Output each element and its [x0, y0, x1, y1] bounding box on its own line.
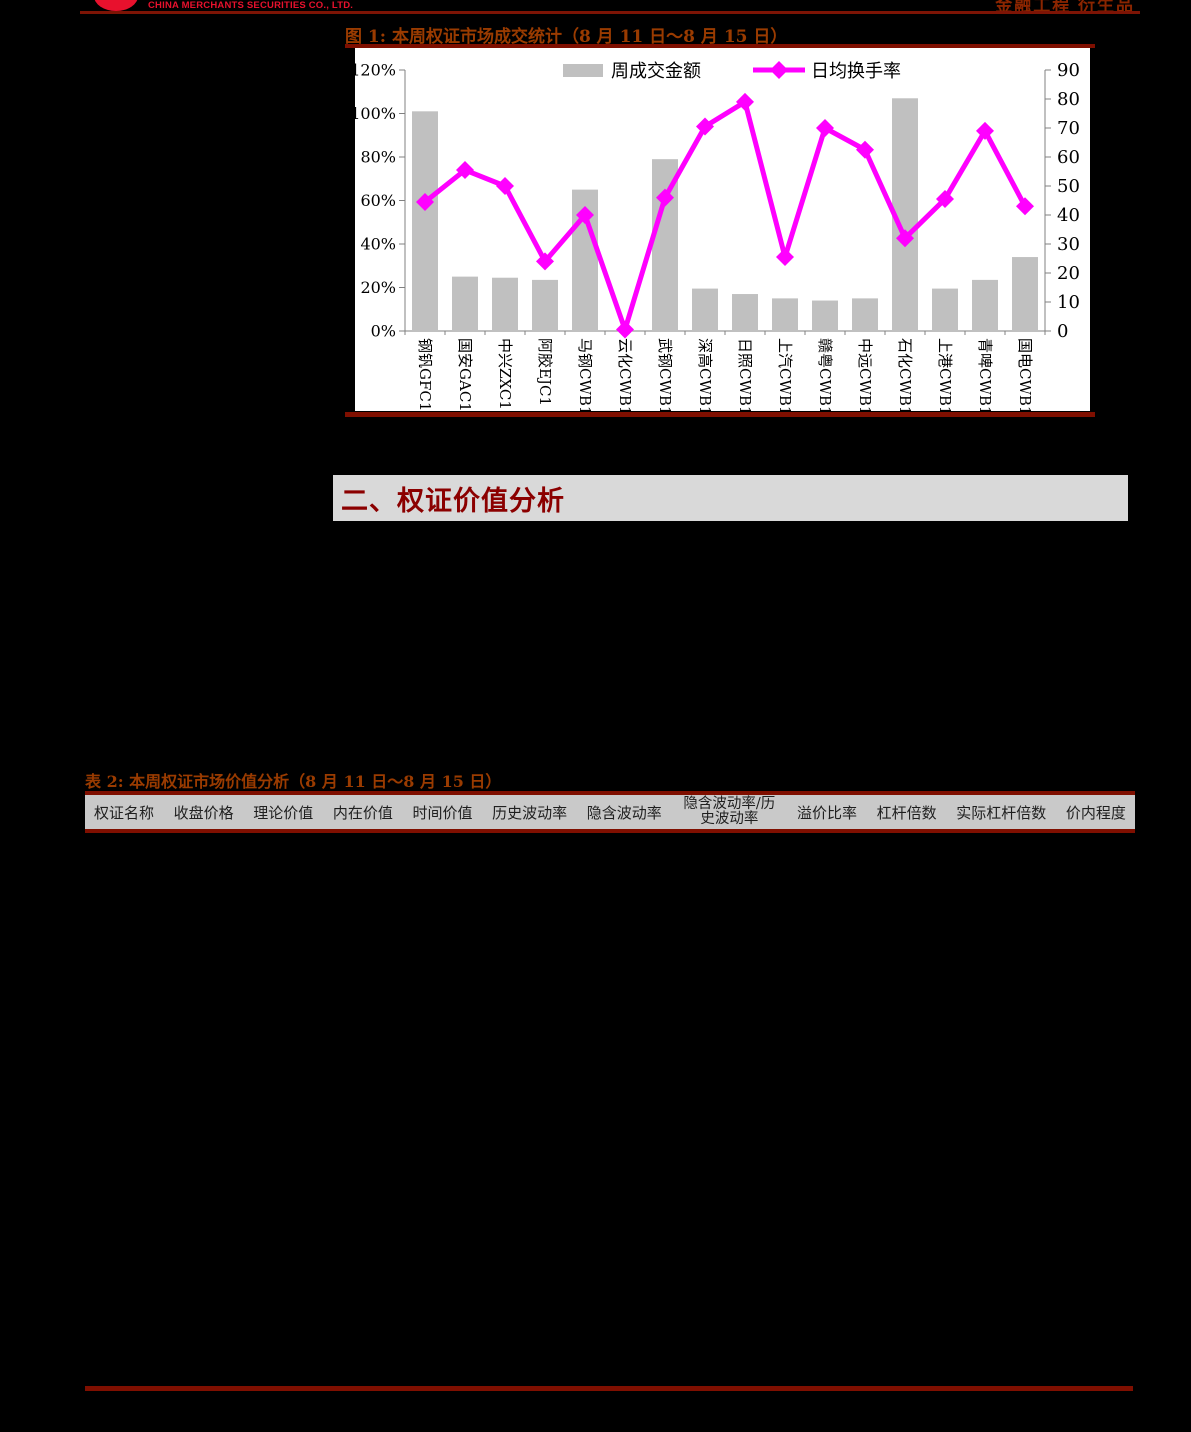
table2-column-header: 溢价比率	[796, 803, 857, 822]
left-axis-tick-label: 80%	[360, 148, 396, 167]
bar	[812, 300, 838, 331]
bar	[1012, 257, 1038, 331]
table2-header-row: 权证名称 收盘价格 理论价值 内在价值 时间价值 历史波动率 隐含波动率 隐含波动率/历史波动…	[85, 795, 1135, 829]
table2-column-header: 收盘价格	[173, 803, 234, 822]
bar	[652, 159, 678, 331]
table2-column-header: 价内程度	[1065, 803, 1126, 822]
bar	[692, 288, 718, 331]
x-axis-category-label: 阿胶EJC1	[536, 338, 554, 406]
table2-column-header: 隐含波动率/历史波动率	[683, 795, 776, 827]
x-axis-category-label: 中远CWB1	[856, 338, 874, 411]
bar	[772, 298, 798, 331]
bar	[932, 288, 958, 331]
section2-title: 二、权证价值分析	[341, 485, 565, 516]
diamond-marker	[456, 161, 474, 180]
figure1-chart: 0% 20% 40% 60% 80% 100% 120% 0 10 20 30 40 50 60 70 80 9…	[350, 48, 1090, 415]
diamond-marker	[696, 117, 714, 136]
x-axis-category-label: 赣粤CWB1	[816, 338, 834, 411]
diamond-marker	[1016, 197, 1034, 216]
header-divider	[80, 11, 1140, 14]
diamond-marker	[616, 320, 634, 339]
diamond-marker	[936, 190, 954, 209]
left-axis-tick-label: 0%	[371, 322, 396, 341]
table2-column-header: 内在价值	[332, 803, 393, 822]
x-axis-category-label: 国电CWB1	[1016, 338, 1034, 411]
bar	[532, 279, 558, 331]
left-axis-tick-label: 20%	[360, 278, 396, 297]
bar	[972, 279, 998, 331]
bar	[852, 298, 878, 331]
x-axis-category-label: 马钢CWB1	[576, 338, 594, 411]
diamond-marker	[856, 140, 874, 159]
diamond-marker	[656, 188, 674, 207]
right-axis-tick-label: 20	[1057, 263, 1080, 284]
x-axis-category-label: 石化CWB1	[896, 338, 914, 411]
table2-title: 表 2: 本周权证市场价值分析（8 月 11 日～8 月 15 日）	[85, 772, 502, 791]
left-axis-tick-label: 100%	[355, 104, 396, 123]
left-axis-tick-label: 120%	[355, 61, 396, 80]
legend-line-label: 日均换手率	[811, 61, 901, 82]
x-axis-category-label: 深高CWB1	[696, 338, 714, 411]
right-axis-tick-label: 0	[1057, 321, 1068, 342]
x-axis-category-label: 武钢CWB1	[656, 338, 674, 411]
legend-bar-swatch	[563, 64, 603, 77]
diamond-marker	[576, 206, 594, 224]
figure1-title: 图 1: 本周权证市场成交统计（8 月 11 日～8 月 15 日）	[345, 27, 788, 47]
right-axis-tick-label: 70	[1057, 118, 1080, 139]
bar-line-chart: 0% 20% 40% 60% 80% 100% 120% 0 10 20 30 40 50 60 70 80 9…	[350, 60, 1080, 415]
footer-divider	[85, 1386, 1133, 1391]
bar	[452, 276, 478, 331]
section2-band: 二、权证价值分析	[333, 475, 1128, 521]
table2-top-rule	[85, 791, 1135, 795]
x-axis-category-label: 中兴ZXC1	[496, 338, 514, 410]
right-axis-tick-label: 90	[1057, 60, 1080, 81]
table2-column-header: 时间价值	[412, 803, 473, 822]
diamond-marker	[896, 229, 914, 248]
right-axis-tick-label: 50	[1057, 176, 1080, 197]
bar	[732, 294, 758, 331]
bar	[412, 111, 438, 331]
x-axis-category-label: 国安GAC1	[456, 338, 474, 411]
x-axis-category-label: 日照CWB1	[736, 338, 754, 411]
table2-column-header: 杠杆倍数	[876, 803, 937, 822]
left-axis-tick-label: 40%	[360, 235, 396, 254]
x-axis-category-label: 云化CWB1	[616, 338, 634, 411]
x-axis-category-label: 上汽CWB1	[776, 338, 794, 411]
x-axis-category-label: 上港CWB1	[936, 338, 954, 411]
table2-column-header: 隐含波动率	[586, 803, 662, 822]
legend-bar-label: 周成交金额	[611, 61, 701, 82]
right-axis-tick-label: 60	[1057, 147, 1080, 168]
diamond-marker	[536, 252, 554, 271]
diamond-marker	[776, 248, 794, 267]
table2-column-header: 实际杠杆倍数	[956, 803, 1047, 822]
company-logo	[94, 0, 138, 11]
right-axis-tick-label: 40	[1057, 205, 1080, 226]
right-axis-tick-label: 80	[1057, 89, 1080, 110]
line-series	[423, 99, 1028, 333]
diamond-marker	[736, 92, 754, 111]
left-axis-tick-label: 60%	[360, 191, 396, 210]
bar	[492, 277, 518, 331]
figure1-bottom-rule	[345, 412, 1095, 417]
x-axis-category-label: 青啤CWB1	[976, 338, 994, 411]
company-logo-caption: CHINA MERCHANTS SECURITIES CO., LTD.	[148, 0, 354, 11]
diamond-marker	[416, 192, 434, 211]
legend-line-marker	[770, 61, 788, 79]
table2-column-header: 理论价值	[253, 803, 314, 822]
diamond-marker	[976, 121, 994, 140]
right-axis-tick-label: 10	[1057, 292, 1080, 313]
table2-column-header: 历史波动率	[492, 803, 568, 822]
right-axis-tick-label: 30	[1057, 234, 1080, 255]
diamond-marker	[816, 119, 834, 137]
figure1-top-rule	[345, 44, 1095, 48]
table2-bottom-rule	[85, 829, 1135, 833]
x-axis-category-label: 钢钒GFC1	[416, 338, 434, 411]
table2-column-header: 权证名称	[94, 803, 155, 822]
diamond-marker	[496, 177, 514, 195]
